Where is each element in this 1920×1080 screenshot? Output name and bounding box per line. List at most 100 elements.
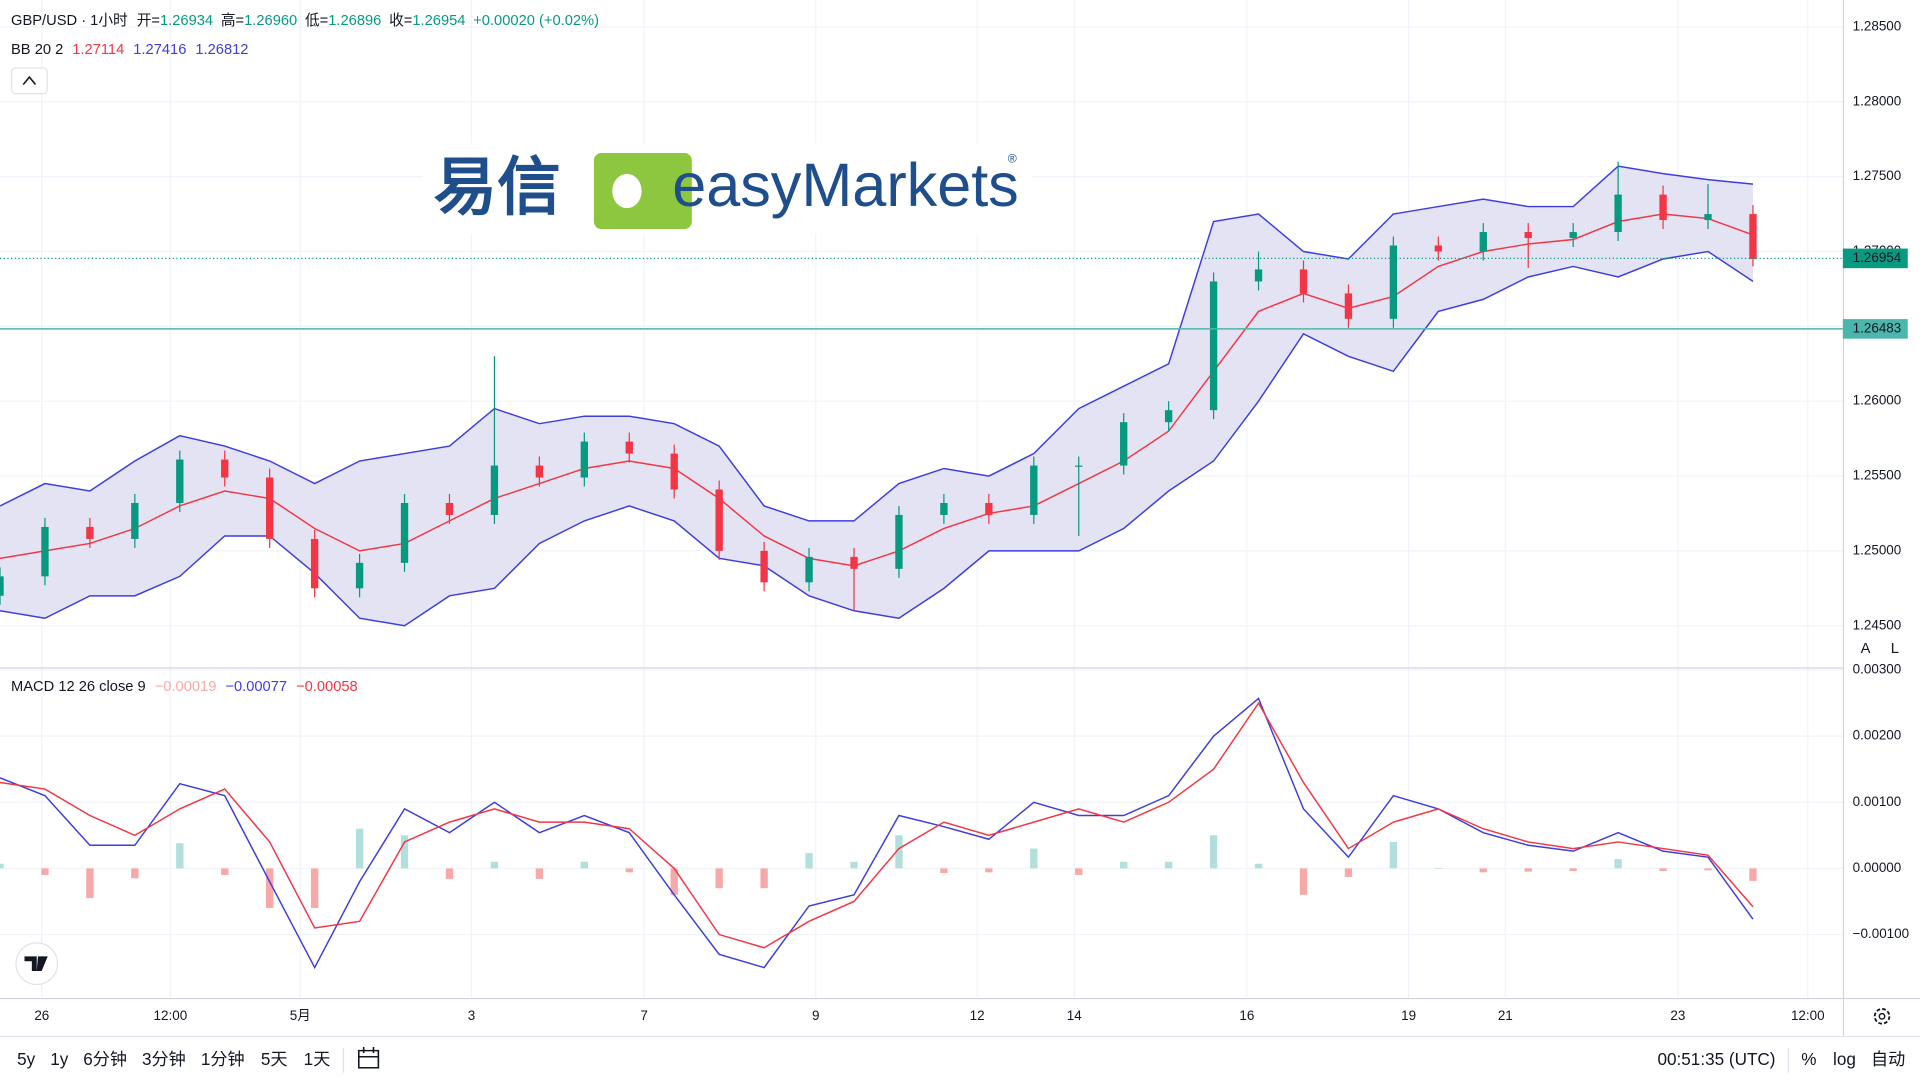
macd-histogram-bar [625,868,633,873]
open-value: 1.26934 [160,13,213,29]
close-value: 1.26954 [412,13,465,29]
y-tick-label: 0.00000 [1853,860,1902,875]
range-button[interactable]: 1分钟 [201,1049,245,1069]
candle-body [895,514,903,569]
auto-button[interactable]: A [1852,635,1879,660]
candle-body [850,556,858,569]
high-value: 1.26960 [244,13,297,29]
x-tick-label: 16 [1239,1008,1254,1023]
auto-button-box[interactable] [1852,635,1879,660]
range-button[interactable]: 1y [50,1049,69,1069]
range-button[interactable]: 6分钟 [83,1049,127,1069]
candle-body [1164,410,1173,423]
candle-body [490,465,499,515]
candle-body [445,502,454,515]
logo-badge-dot [612,173,642,209]
auto-button-label: A [1861,641,1871,657]
close-label: 收= [389,12,412,29]
macd-histogram-bar [131,868,139,879]
candle-body [985,502,993,515]
macd-histogram-bar [1209,835,1218,869]
collapse-button[interactable] [11,67,48,95]
price-label: 1.26954 [1853,250,1902,265]
log-button-box[interactable] [1882,635,1908,660]
macd-histogram-bar [580,861,588,869]
candle-body [1434,245,1443,252]
tv-logo-circle[interactable] [15,942,59,986]
symbol: GBP/USD · 1小时 [11,12,128,29]
bb-lower-line [0,250,1754,627]
price-label-box [1842,319,1908,339]
clock[interactable]: 00:51:35 (UTC) [1657,1049,1775,1069]
bb-name: BB 20 2 [11,42,63,58]
candle-body [1479,232,1487,252]
candle-body [1075,465,1083,467]
scale-button[interactable]: log [1833,1049,1856,1069]
candle-body [1120,422,1128,466]
scale-button[interactable]: 自动 [1871,1049,1905,1069]
macd-histogram-bar [266,868,274,909]
range-button[interactable]: 5天 [261,1049,288,1069]
log-button-label: L [1891,641,1899,657]
x-tick-label: 5月 [290,1008,311,1023]
scale-button[interactable]: % [1801,1049,1816,1069]
candle-body [1569,232,1577,239]
macd-histogram-bar [1120,861,1128,869]
candle-body [760,550,768,583]
macd-histogram-bar [805,853,813,869]
open-label: 开= [137,13,160,29]
y-tick-label: 0.00100 [1853,794,1902,809]
candle-body [266,477,274,539]
plot-layer [0,161,1843,970]
settings-button[interactable] [1873,1008,1891,1025]
signal-line [0,701,1754,949]
x-tick-label: 19 [1401,1008,1416,1023]
toolbar: 00:51:35 (UTC) 5y 1y 6分钟 3分钟 1分钟 5天 1天% log 自动 [17,1046,1905,1073]
candle-body [176,459,184,503]
high-label: 高= [221,12,244,29]
macd-name: MACD 12 26 close 9 [11,679,146,695]
collapse-icon [22,75,37,85]
tv-logo-glyph [24,956,48,972]
macd-histogram-bar [1389,841,1398,869]
candle-body [1299,269,1308,294]
macd-signal-value: −0.00058 [296,679,358,695]
y-tick-label: −0.00100 [1853,926,1910,941]
candle-body [1254,269,1263,282]
logo-en: easyMarkets [672,151,1019,219]
log-button[interactable]: L [1882,635,1908,660]
y-tick-label: 1.27500 [1853,168,1902,183]
macd-histogram-bar [535,868,544,879]
tv-logo[interactable] [15,942,59,986]
candle-body [1704,214,1712,221]
x-tick-label: 7 [640,1008,647,1023]
macd-histogram-bar [1659,868,1667,872]
price-label: 1.26483 [1853,320,1902,335]
candle-body [715,489,723,551]
gear-outer[interactable] [1873,1008,1891,1025]
macd-histogram-bar [940,868,948,873]
macd-histogram-bar [1434,868,1443,869]
x-tick-label: 12:00 [1791,1008,1825,1023]
macd-histogram-bar [1524,868,1532,872]
candle-body [670,453,678,490]
collapse-button-box[interactable] [11,67,48,95]
macd-histogram-bar [1299,868,1308,895]
bb-basis-line [0,213,1754,567]
range-button[interactable]: 1天 [304,1049,331,1069]
x-tick-label: 12:00 [154,1008,188,1023]
bb-legend: BB 20 2 1.27114 1.27416 1.26812 [11,42,248,58]
macd-histogram-bar [715,868,723,889]
macd-histogram-bar [41,868,49,875]
candle-body [1749,214,1757,259]
bb-basis-value: 1.27114 [72,42,124,58]
macd-histogram-bar [400,835,409,869]
range-button[interactable]: 3分钟 [142,1049,186,1069]
candle-body [580,441,588,478]
range-button[interactable]: 5y [17,1049,36,1069]
x-tick-label: 26 [34,1008,49,1023]
calendar-icon[interactable] [357,1046,380,1069]
candle-body [1030,465,1038,515]
y-tick-label: 1.26000 [1853,393,1902,408]
